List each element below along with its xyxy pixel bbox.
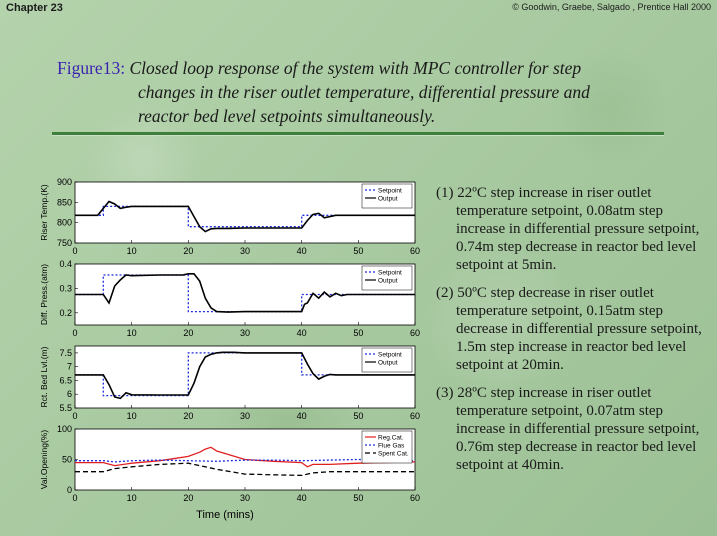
figure-title: Figure13: Closed loop response of the sy…	[57, 56, 697, 128]
chart-panel-2: 0 10 20 30 40 50 60 0.2 0.3 0.4 Diff. Press.(atm) S…	[39, 259, 420, 338]
x-tick-label: 40	[297, 411, 307, 421]
x-tick-label: 50	[353, 246, 363, 256]
x-tick-label: 60	[410, 411, 420, 421]
legend-label: Flue Gas	[378, 443, 405, 450]
x-tick-label: 60	[410, 493, 420, 503]
legend-label: Setpoint	[378, 270, 402, 277]
chart-panel-4: 0 10 20 30 40 50 60 0 50 100 Val.Opening(%) Time (m…	[39, 424, 420, 521]
plot-area	[74, 345, 416, 409]
series-line-output	[75, 200, 415, 233]
y-tick-label: 5.5	[59, 403, 72, 413]
legend-box	[361, 347, 413, 373]
x-tick-label: 0	[72, 246, 77, 256]
legend-label: Output	[378, 196, 398, 203]
plot-area	[74, 181, 416, 244]
note-3-first: (3) 28ºC step increase in riser outlet	[436, 385, 652, 401]
note-1: (1) 22ºC step increase in riser outlet t…	[436, 184, 711, 274]
x-tick-label: 40	[297, 328, 307, 338]
note-2-rest: temperature setpoint, 0.15atm step decre…	[456, 303, 702, 373]
x-tick-label: 20	[183, 246, 193, 256]
y-tick-label: 850	[57, 197, 72, 207]
notes-list: (1) 22ºC step increase in riser outlet t…	[436, 184, 711, 484]
legend-box	[361, 265, 413, 291]
figure-label: Figure13:	[57, 58, 126, 78]
series-line-setpoint	[75, 352, 415, 397]
y-tick-label: 50	[62, 455, 72, 465]
x-tick-label: 50	[353, 328, 363, 338]
figure-title-line-2: changes in the riser outlet temperature,…	[138, 82, 590, 102]
legend-label: Setpoint	[378, 352, 402, 359]
legend-box	[361, 430, 413, 464]
y-tick-label: 750	[57, 238, 72, 248]
y-tick-label: 6	[67, 389, 72, 399]
x-tick-label: 0	[72, 328, 77, 338]
note-2: (2) 50ºC step decrease in riser outlet t…	[436, 284, 711, 374]
y-axis-label: Val.Opening(%)	[39, 430, 49, 490]
x-tick-label: 30	[240, 411, 250, 421]
x-tick-label: 10	[127, 493, 137, 503]
x-tick-label: 30	[240, 328, 250, 338]
y-tick-label: 7	[67, 362, 72, 372]
legend-label: Spent Cat.	[378, 451, 409, 458]
y-tick-label: 6.5	[59, 375, 72, 385]
legend-label: Output	[378, 278, 398, 285]
chart-panel-1: 0 10 20 30 40 50 60 750 800 850 900 Riser Temp.(K) S…	[39, 177, 420, 256]
y-axis-label: Diff. Press.(atm)	[39, 264, 49, 325]
x-tick-label: 10	[127, 411, 137, 421]
x-tick-label: 60	[410, 328, 420, 338]
x-tick-label: 20	[183, 493, 193, 503]
note-1-first: (1) 22ºC step increase in riser outlet	[436, 185, 652, 201]
note-1-rest: temperature setpoint, 0.08atm step incre…	[456, 203, 700, 273]
note-3: (3) 28ºC step increase in riser outlet t…	[436, 384, 711, 474]
chapter-label: Chapter 23	[6, 2, 63, 14]
chart-panel-3: 0 10 20 30 40 50 60 5.5 6 6.5 7 7.5 Rct. Bed Lvl.(m)…	[39, 345, 420, 421]
x-tick-label: 40	[297, 493, 307, 503]
x-tick-label: 50	[353, 411, 363, 421]
x-tick-label: 0	[72, 411, 77, 421]
note-3-rest: temperature setpoint, 0.07atm step incre…	[456, 403, 700, 473]
x-tick-label: 10	[127, 246, 137, 256]
y-axis-label: Rct. Bed Lvl.(m)	[39, 346, 49, 407]
y-tick-label: 0.2	[59, 308, 72, 318]
x-tick-label: 0	[72, 493, 77, 503]
series-line-spent-cat-	[75, 462, 415, 477]
figure-title-line-1: Figure13: Closed loop response of the sy…	[57, 56, 697, 80]
y-tick-label: 0.3	[59, 283, 72, 293]
note-2-first: (2) 50ºC step decrease in riser outlet	[436, 285, 654, 301]
x-tick-label: 10	[127, 328, 137, 338]
y-tick-label: 0.4	[59, 259, 72, 269]
y-tick-label: 0	[67, 485, 72, 495]
figure-title-line-3: reactor bed level setpoints simultaneous…	[138, 106, 436, 126]
x-axis-label: Time (mins)	[196, 509, 254, 521]
x-tick-label: 50	[353, 493, 363, 503]
series-line-setpoint	[75, 274, 415, 313]
y-axis-label: Riser Temp.(K)	[39, 184, 49, 241]
y-tick-label: 800	[57, 218, 72, 228]
series-line-output	[75, 273, 415, 313]
x-tick-label: 20	[183, 328, 193, 338]
y-tick-label: 100	[57, 424, 72, 434]
figure-title-text-1: Closed loop response of the system with …	[129, 58, 582, 78]
y-tick-label: 7.5	[59, 348, 72, 358]
title-divider	[52, 132, 664, 136]
series-line-output	[75, 351, 415, 400]
legend-label: Setpoint	[378, 188, 402, 195]
series-line-reg-cat-	[75, 446, 416, 468]
x-tick-label: 30	[240, 246, 250, 256]
legend-label: Reg.Cat.	[378, 435, 404, 442]
x-tick-label: 30	[240, 493, 250, 503]
x-tick-label: 60	[410, 246, 420, 256]
x-tick-label: 40	[297, 246, 307, 256]
y-tick-label: 900	[57, 177, 72, 187]
x-tick-label: 20	[183, 411, 193, 421]
series-line-setpoint	[75, 205, 415, 228]
legend-label: Output	[378, 360, 398, 367]
legend-box	[361, 183, 413, 209]
copyright-notice: © Goodwin, Graebe, Salgado , Prentice Ha…	[512, 2, 711, 12]
